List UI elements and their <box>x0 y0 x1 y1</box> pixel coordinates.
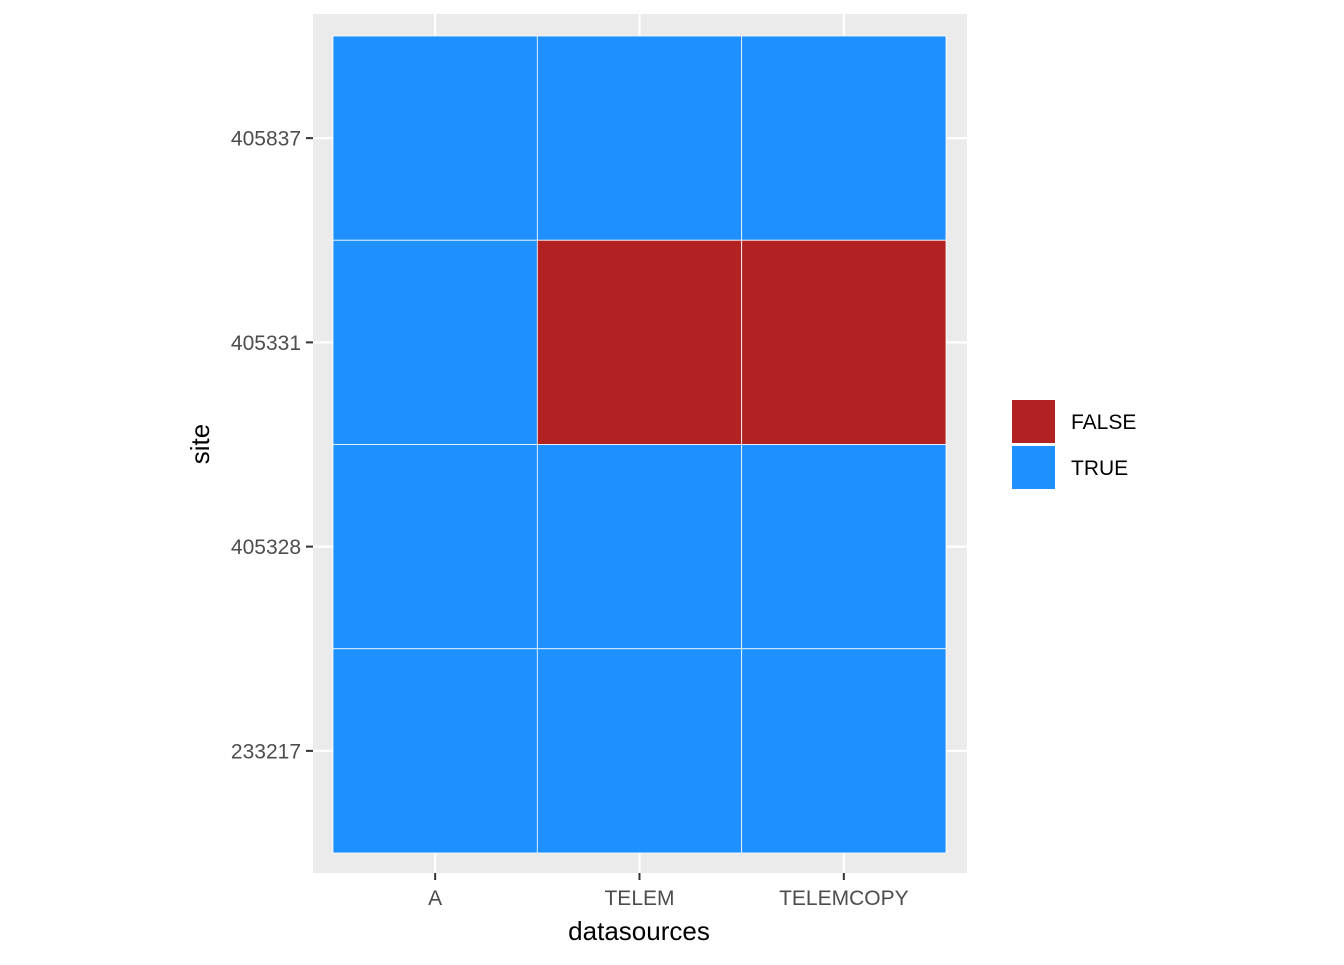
x-axis-title: datasources <box>568 916 710 946</box>
legend-key <box>1012 446 1055 489</box>
heatmap-cell <box>741 648 947 854</box>
legend: FALSE TRUE <box>1012 400 1136 489</box>
y-tick-label: 405328 <box>231 536 301 559</box>
y-axis: 233217 405328 405331 405837 <box>231 128 313 763</box>
y-axis-title: site <box>185 424 215 464</box>
legend-key <box>1012 400 1055 443</box>
heatmap-cell <box>332 648 538 854</box>
x-tick-label: TELEMCOPY <box>779 887 909 910</box>
heatmap-cell <box>332 35 538 241</box>
y-tick-label: 405331 <box>231 332 301 355</box>
heatmap-cell <box>332 239 538 445</box>
x-tick-label: TELEM <box>604 887 674 910</box>
heatmap-cell <box>741 239 947 445</box>
heatmap-cell <box>741 35 947 241</box>
legend-label: TRUE <box>1071 457 1128 480</box>
heatmap-cell <box>536 239 743 445</box>
heatmap-cell <box>536 648 743 854</box>
y-tick-label: 405837 <box>231 128 301 151</box>
heatmap-cell <box>536 35 743 241</box>
heatmap-cell <box>536 444 743 650</box>
y-tick-label: 233217 <box>231 740 301 763</box>
heatmap-cell <box>332 444 538 650</box>
x-tick-label: A <box>428 887 442 910</box>
heatmap-cells <box>332 35 947 854</box>
legend-label: FALSE <box>1071 411 1136 434</box>
heatmap-cell <box>741 444 947 650</box>
x-axis: A TELEM TELEMCOPY <box>428 873 909 910</box>
